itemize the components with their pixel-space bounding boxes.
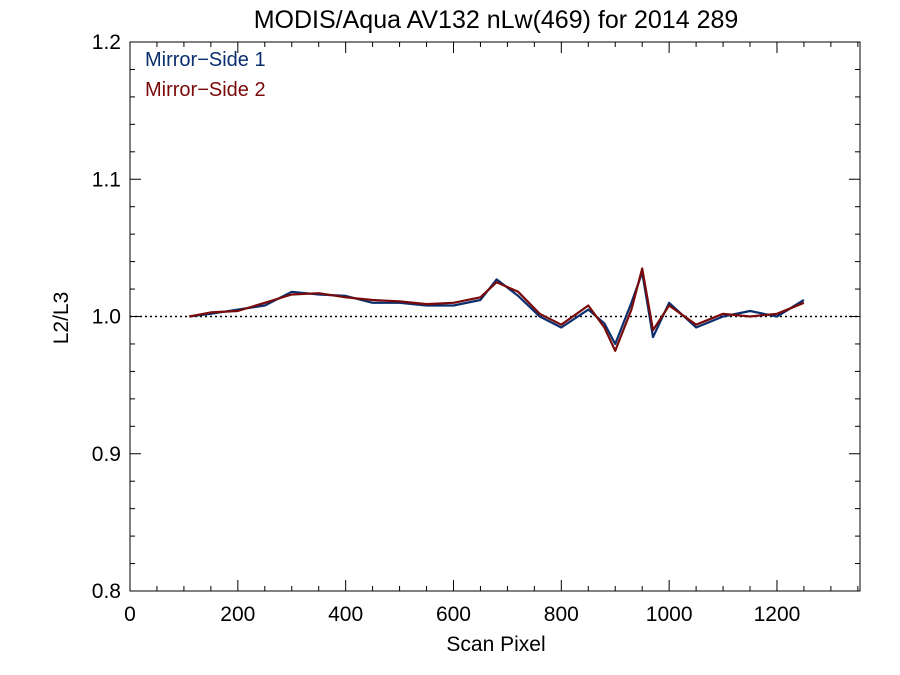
y-tick-label: 0.8 bbox=[92, 580, 121, 603]
x-tick-label: 800 bbox=[544, 603, 579, 626]
series-lines bbox=[189, 267, 805, 352]
series-line-2 bbox=[189, 267, 805, 352]
x-tick-label: 200 bbox=[220, 603, 255, 626]
x-tick-label: 400 bbox=[328, 603, 363, 626]
x-tick-label: 0 bbox=[124, 603, 136, 626]
ticks: 0 200 400 600 800 1000 1200 0.8 0.9 1.0 1.1 1.2 bbox=[92, 31, 860, 626]
x-axis-label: Scan Pixel bbox=[446, 633, 545, 656]
x-tick-label: 1000 bbox=[646, 603, 693, 626]
y-tick-label: 1.2 bbox=[92, 31, 121, 54]
x-tick-label: 600 bbox=[436, 603, 471, 626]
legend-label-mirror-side-2: Mirror−Side 2 bbox=[145, 79, 266, 101]
y-tick-label: 0.9 bbox=[92, 443, 121, 466]
legend-label-mirror-side-1: Mirror−Side 1 bbox=[145, 49, 266, 71]
chart-title: MODIS/Aqua AV132 nLw(469) for 2014 289 bbox=[254, 6, 739, 34]
y-tick-label: 1.0 bbox=[92, 306, 121, 329]
y-tick-label: 1.1 bbox=[92, 168, 121, 191]
x-tick-label: 1200 bbox=[754, 603, 801, 626]
y-axis-label: L2/L3 bbox=[50, 292, 73, 345]
